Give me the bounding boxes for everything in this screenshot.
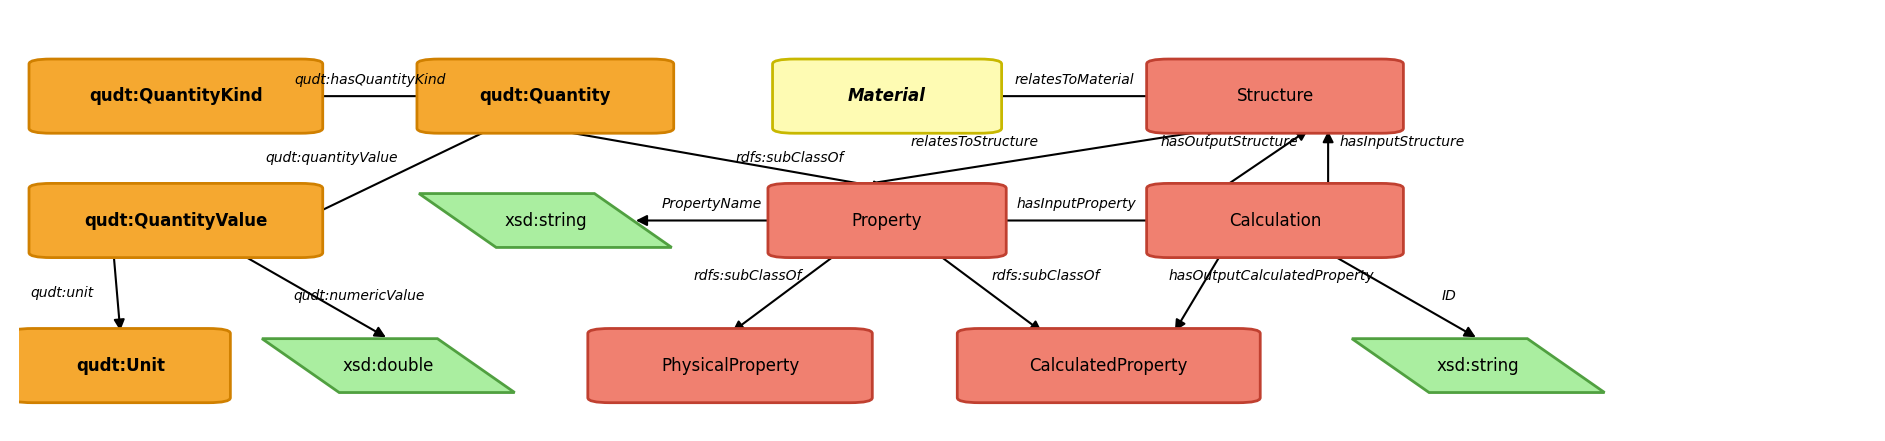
Text: hasOutputStructure: hasOutputStructure <box>1161 135 1299 149</box>
FancyBboxPatch shape <box>588 329 873 403</box>
Text: qudt:quantityValue: qudt:quantityValue <box>266 151 398 165</box>
Text: qudt:hasQuantityKind: qudt:hasQuantityKind <box>294 73 445 86</box>
Text: hasOutputCalculatedProperty: hasOutputCalculatedProperty <box>1169 269 1374 284</box>
Text: rdfs:subClassOf: rdfs:subClassOf <box>694 269 801 284</box>
Text: xsd:string: xsd:string <box>1436 357 1519 374</box>
FancyBboxPatch shape <box>417 59 673 133</box>
Text: Material: Material <box>848 87 926 105</box>
Text: ID: ID <box>1442 289 1457 303</box>
Text: qudt:QuantityValue: qudt:QuantityValue <box>85 212 268 229</box>
Text: PhysicalProperty: PhysicalProperty <box>662 357 799 374</box>
Text: rdfs:subClassOf: rdfs:subClassOf <box>735 151 844 165</box>
FancyBboxPatch shape <box>1146 59 1404 133</box>
Text: qudt:numericValue: qudt:numericValue <box>294 289 426 303</box>
FancyBboxPatch shape <box>28 59 322 133</box>
Text: xsd:double: xsd:double <box>343 357 434 374</box>
FancyBboxPatch shape <box>958 329 1261 403</box>
Text: relatesToStructure: relatesToStructure <box>910 135 1039 149</box>
FancyBboxPatch shape <box>1146 183 1404 258</box>
Text: Structure: Structure <box>1237 87 1314 105</box>
FancyBboxPatch shape <box>28 183 322 258</box>
Polygon shape <box>1352 339 1604 392</box>
Text: hasInputStructure: hasInputStructure <box>1340 135 1465 149</box>
FancyBboxPatch shape <box>773 59 1001 133</box>
Text: PropertyName: PropertyName <box>662 197 762 211</box>
Text: xsd:string: xsd:string <box>503 212 586 229</box>
Polygon shape <box>262 339 515 392</box>
FancyBboxPatch shape <box>11 329 230 403</box>
Text: hasInputProperty: hasInputProperty <box>1016 197 1137 211</box>
Text: CalculatedProperty: CalculatedProperty <box>1029 357 1188 374</box>
Text: qudt:unit: qudt:unit <box>30 286 92 300</box>
Text: rdfs:subClassOf: rdfs:subClassOf <box>992 269 1099 284</box>
Text: qudt:QuantityKind: qudt:QuantityKind <box>89 87 262 105</box>
FancyBboxPatch shape <box>767 183 1007 258</box>
Text: Property: Property <box>852 212 922 229</box>
Text: qudt:Quantity: qudt:Quantity <box>479 87 611 105</box>
Text: qudt:Unit: qudt:Unit <box>75 357 166 374</box>
Text: relatesToMaterial: relatesToMaterial <box>1014 73 1135 86</box>
Text: Calculation: Calculation <box>1229 212 1321 229</box>
Polygon shape <box>418 194 671 247</box>
